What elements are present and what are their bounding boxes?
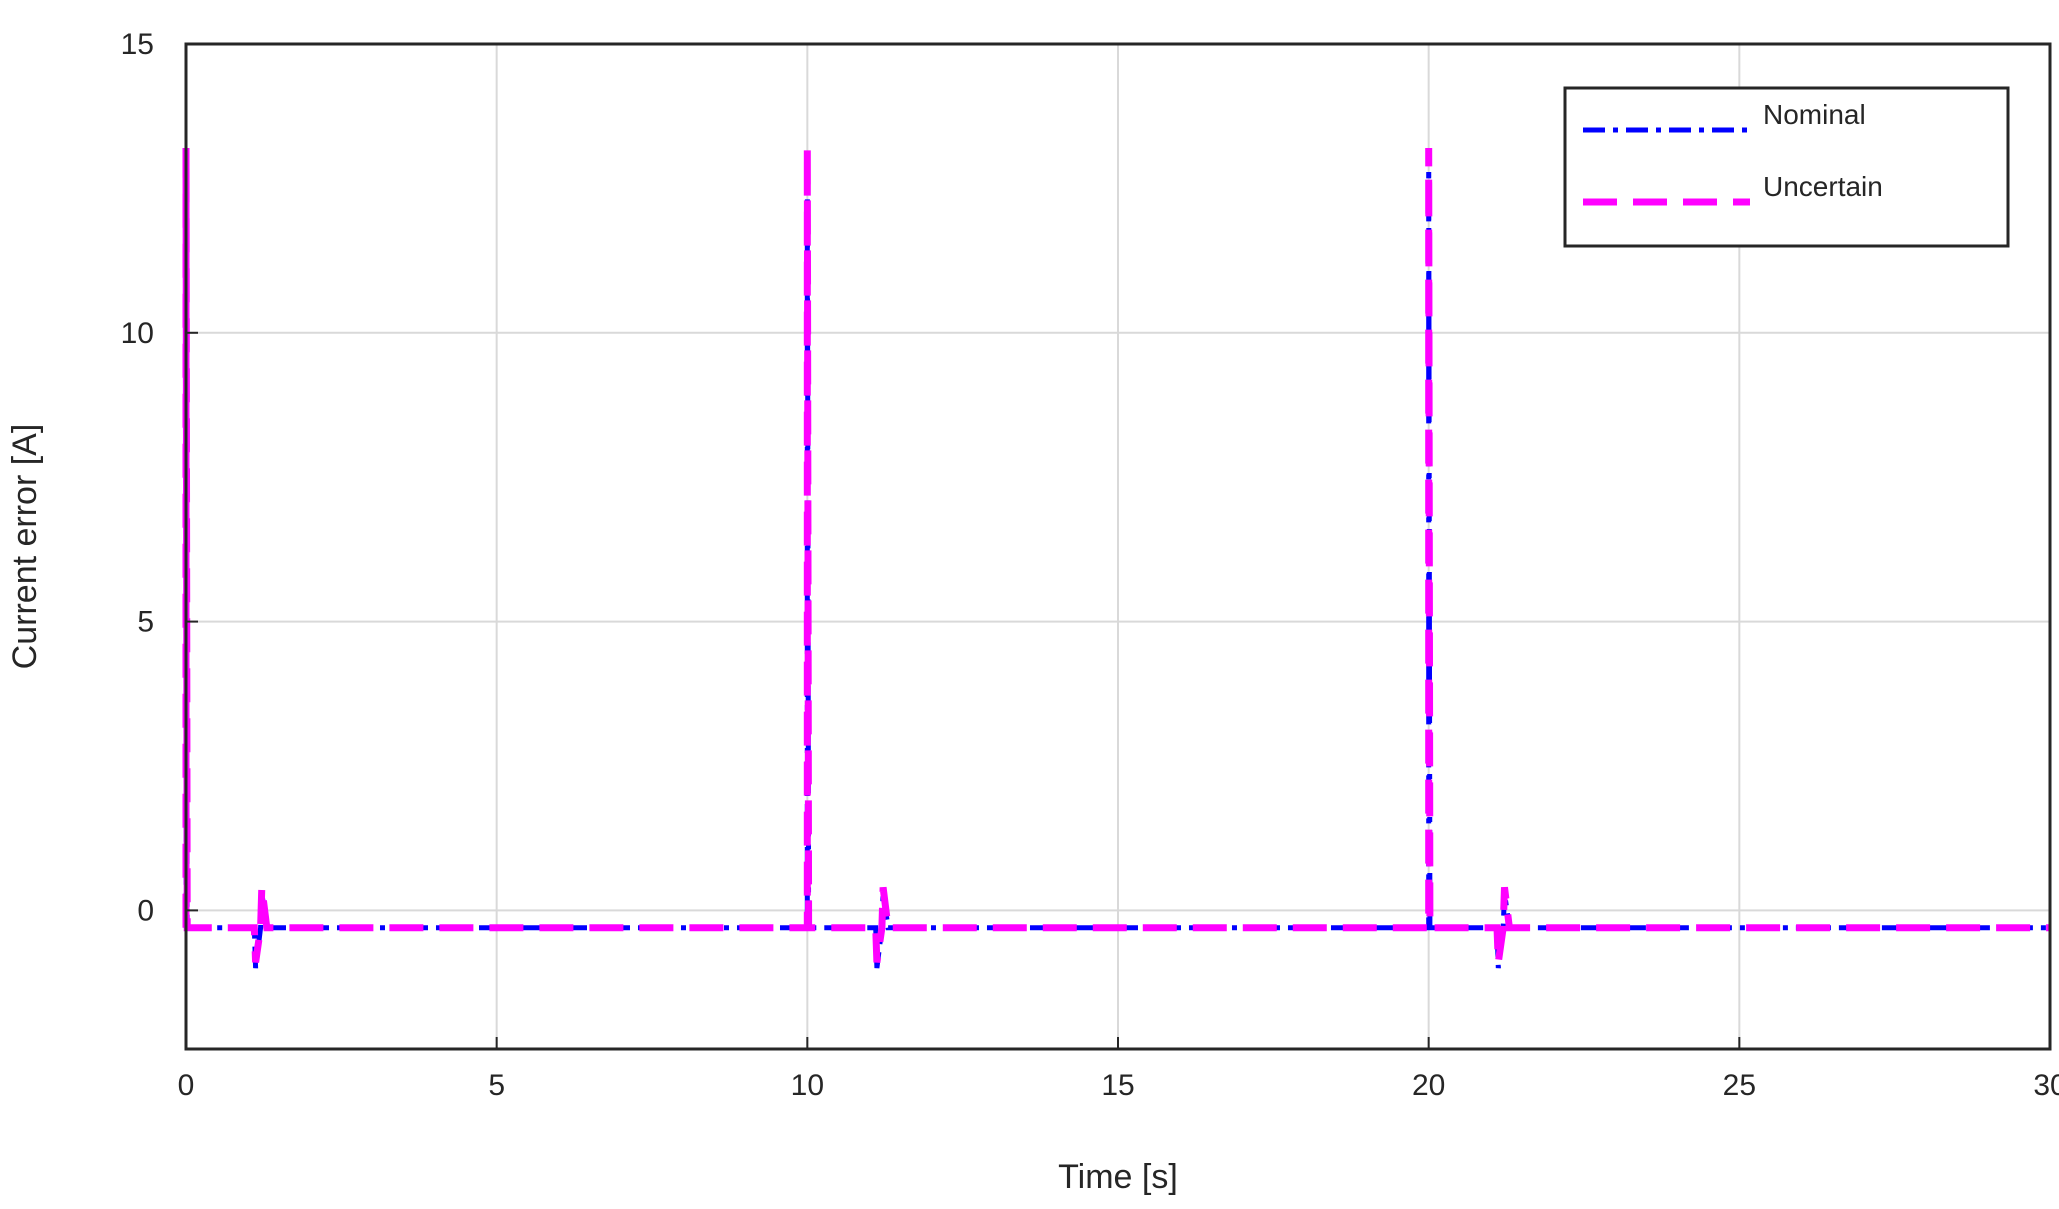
- y-tick-label-10: 10: [121, 317, 154, 350]
- x-tick-label-10: 10: [791, 1069, 824, 1102]
- x-axis-ticks: 0 5 10 15 20 25 30: [178, 1037, 2059, 1102]
- x-axis-label: Time [s]: [1058, 1158, 1178, 1196]
- legend-box: [1563, 86, 2010, 248]
- y-axis-ticks: 0 5 10 15: [121, 28, 198, 927]
- y-tick-label-15: 15: [121, 28, 154, 61]
- legend: Nominal Uncertain: [1563, 86, 2010, 248]
- y-tick-label-0: 0: [137, 894, 154, 927]
- x-tick-label-15: 15: [1101, 1069, 1134, 1102]
- series-line-uncertain: [182, 147, 2050, 963]
- x-tick-label-5: 5: [488, 1069, 505, 1102]
- x-tick-label-0: 0: [178, 1069, 195, 1102]
- plot-series: [182, 147, 2050, 969]
- legend-entry-nominal: Nominal: [1763, 99, 1866, 130]
- x-tick-label-30: 30: [2033, 1069, 2059, 1102]
- y-axis-label: Current error [A]: [6, 424, 44, 670]
- x-tick-label-25: 25: [1723, 1069, 1756, 1102]
- legend-entry-uncertain: Uncertain: [1763, 171, 1883, 202]
- x-tick-label-20: 20: [1412, 1069, 1445, 1102]
- y-tick-label-5: 5: [137, 606, 154, 639]
